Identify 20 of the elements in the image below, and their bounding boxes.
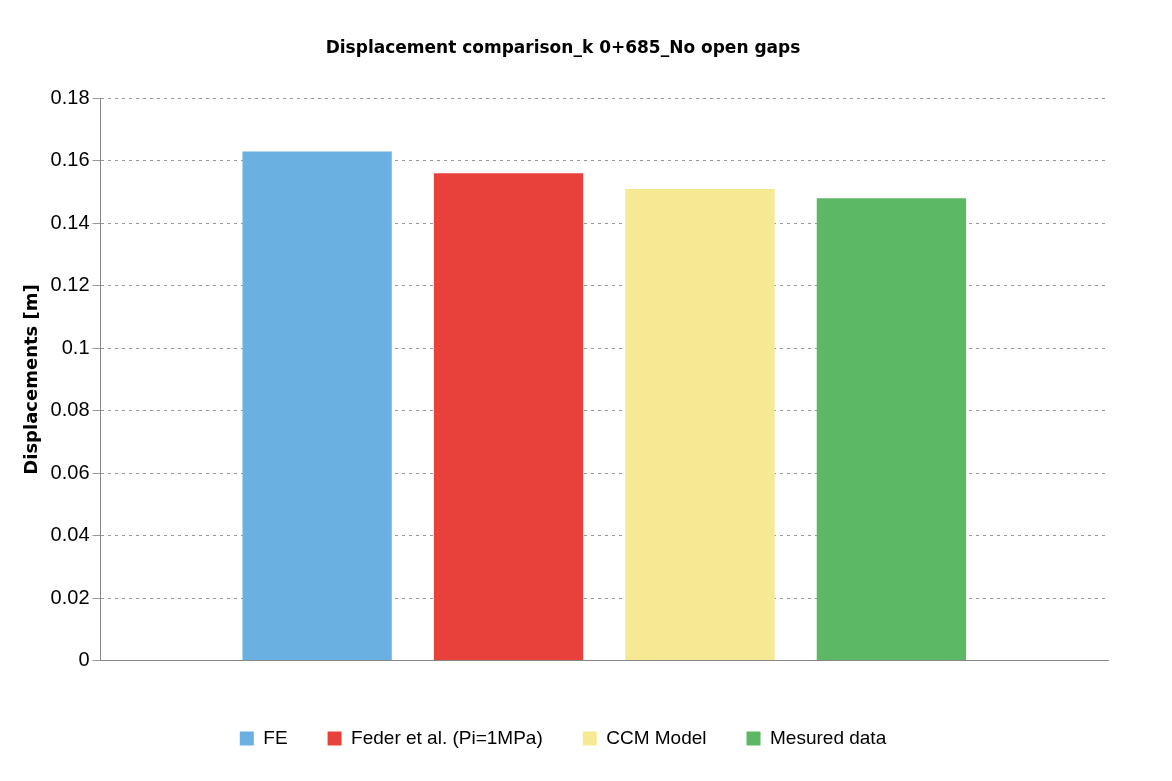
legend-label: Mesured data xyxy=(770,726,887,748)
y-tick-label: 0.16 xyxy=(50,148,90,171)
legend-label: FE xyxy=(263,726,288,748)
legend-label: Feder et al. (Pi=1MPa) xyxy=(351,726,543,748)
bar xyxy=(625,188,775,661)
y-tick-label: 0.06 xyxy=(50,460,90,483)
y-tick-label: 0.02 xyxy=(50,585,90,608)
bar xyxy=(242,151,392,661)
legend-label: CCM Model xyxy=(606,726,707,748)
y-tick-label: 0.18 xyxy=(50,85,90,108)
bar xyxy=(433,173,584,661)
y-tick-label: 0.14 xyxy=(50,210,90,233)
y-tick-label: 0.12 xyxy=(50,273,90,296)
y-tick-label: 0 xyxy=(78,648,90,671)
y-tick-label: 0.08 xyxy=(50,398,90,421)
bar xyxy=(816,198,967,661)
y-tick-label: 0.1 xyxy=(61,335,90,358)
chart-title: Displacement comparison_k 0+685_No open gaps xyxy=(325,36,801,57)
y-tick-label: 0.04 xyxy=(50,523,90,546)
y-axis-title: Displacements [m] xyxy=(20,284,42,475)
